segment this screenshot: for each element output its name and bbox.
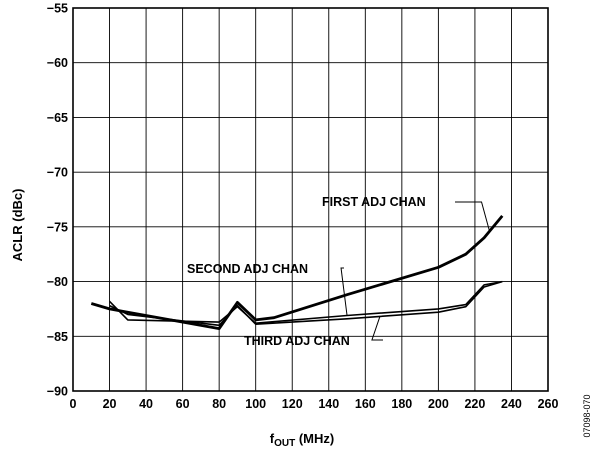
x-tick-label: 140 (318, 397, 339, 411)
series-line-3 (109, 280, 503, 327)
x-tick-label: 20 (103, 397, 117, 411)
figure-id: 07098-070 (582, 394, 592, 437)
y-axis-label: ACLR (dBc) (10, 189, 25, 262)
x-axis-label-main: f (270, 431, 275, 446)
y-tick-label: −55 (47, 2, 68, 16)
y-tick-label: −70 (47, 166, 68, 180)
x-tick-label: 80 (212, 397, 226, 411)
x-tick-label: 100 (245, 397, 266, 411)
series-line-1 (90, 215, 504, 331)
annotation-label: FIRST ADJ CHAN (322, 195, 426, 209)
tick-labels: 0 20 40 60 80 100 120 140 160 180 200 220 240 260 −55 −… (47, 2, 559, 412)
x-axis-label-unit: (MHz) (295, 431, 334, 446)
x-tick-label: 200 (428, 397, 449, 411)
y-tick-label: −75 (47, 220, 68, 234)
y-tick-label: −85 (47, 330, 68, 344)
x-tick-label: 240 (501, 397, 522, 411)
annotation-layer: FIRST ADJ CHAN SECOND ADJ CHAN THIRD ADJ C… (187, 195, 491, 348)
x-tick-label: 40 (139, 397, 153, 411)
y-tick-label: −65 (47, 111, 68, 125)
series-layer (90, 215, 504, 331)
x-axis-label: fOUT (MHz) (270, 431, 334, 449)
x-tick-label: 180 (391, 397, 412, 411)
annotation-label: THIRD ADJ CHAN (244, 334, 350, 348)
annotation-leader (340, 267, 348, 316)
annotation-leader (371, 316, 383, 341)
x-tick-label: 260 (538, 397, 559, 411)
x-tick-label: 60 (176, 397, 190, 411)
grid (72, 7, 549, 392)
x-axis-label-sub: OUT (274, 438, 295, 449)
x-tick-label: 160 (355, 397, 376, 411)
x-tick-label: 120 (282, 397, 303, 411)
annotation-leader (455, 201, 491, 232)
x-tick-label: 220 (464, 397, 485, 411)
y-tick-label: −60 (47, 56, 68, 70)
series-line-2 (108, 280, 503, 325)
x-tick-label: 0 (70, 397, 77, 411)
y-tick-label: −80 (47, 275, 68, 289)
annotation-label: SECOND ADJ CHAN (187, 262, 308, 276)
y-tick-label: −90 (47, 385, 68, 399)
plot-frame (72, 7, 549, 392)
